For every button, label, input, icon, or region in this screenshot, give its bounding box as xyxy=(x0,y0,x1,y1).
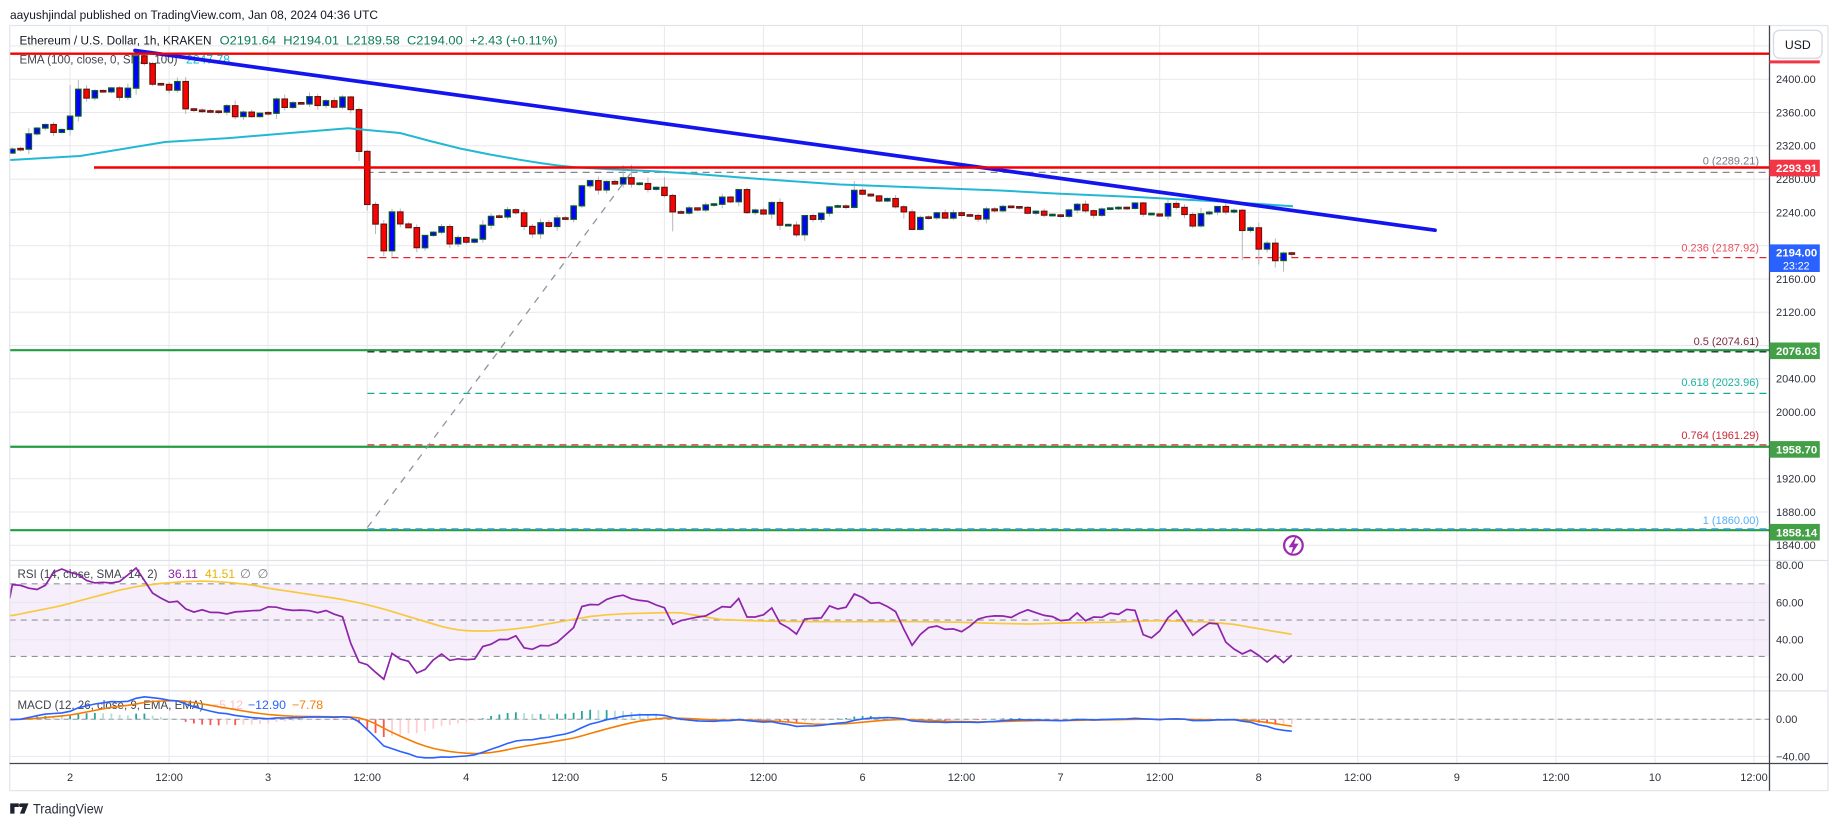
svg-text:1880.00: 1880.00 xyxy=(1776,507,1816,519)
svg-text:12:00: 12:00 xyxy=(155,772,183,784)
svg-text:2194.00: 2194.00 xyxy=(1776,248,1817,260)
svg-text:1858.14: 1858.14 xyxy=(1776,527,1818,539)
svg-text:2000.00: 2000.00 xyxy=(1776,407,1816,419)
svg-text:−5.12: −5.12 xyxy=(212,698,243,712)
svg-text:−12.90: −12.90 xyxy=(248,698,286,712)
svg-text:−7.78: −7.78 xyxy=(292,698,323,712)
svg-text:12:00: 12:00 xyxy=(1344,772,1372,784)
svg-text:RSI (14, close, SMA, 14, 2): RSI (14, close, SMA, 14, 2) xyxy=(18,567,158,581)
svg-text:12:00: 12:00 xyxy=(1542,772,1570,784)
svg-text:20.00: 20.00 xyxy=(1776,672,1804,684)
svg-text:0.5 (2074.61): 0.5 (2074.61) xyxy=(1694,336,1759,348)
svg-text:2120.00: 2120.00 xyxy=(1776,307,1816,319)
svg-text:0.618 (2023.96): 0.618 (2023.96) xyxy=(1681,377,1759,389)
svg-text:0.764 (1961.29): 0.764 (1961.29) xyxy=(1681,430,1759,442)
svg-text:12:00: 12:00 xyxy=(552,772,580,784)
svg-text:2: 2 xyxy=(67,772,73,784)
svg-text:2360.00: 2360.00 xyxy=(1776,107,1816,119)
svg-text:1958.70: 1958.70 xyxy=(1776,445,1817,457)
svg-text:12:00: 12:00 xyxy=(353,772,381,784)
svg-text:40.00: 40.00 xyxy=(1776,635,1804,647)
svg-text:23:22: 23:22 xyxy=(1783,260,1810,272)
svg-text:5: 5 xyxy=(661,772,667,784)
svg-text:2293.91: 2293.91 xyxy=(1776,163,1818,175)
svg-text:0 (2289.21): 0 (2289.21) xyxy=(1703,155,1759,167)
svg-text:2240.00: 2240.00 xyxy=(1776,207,1816,219)
svg-text:7: 7 xyxy=(1058,772,1064,784)
svg-text:1840.00: 1840.00 xyxy=(1776,540,1816,552)
svg-text:−40.00: −40.00 xyxy=(1776,751,1810,763)
svg-text:2280.00: 2280.00 xyxy=(1776,174,1816,186)
svg-text:36.11: 36.11 xyxy=(168,567,198,581)
svg-text:80.00: 80.00 xyxy=(1776,560,1804,572)
svg-text:aayushjindal published on Trad: aayushjindal published on TradingView.co… xyxy=(10,8,378,22)
svg-text:∅ ∅: ∅ ∅ xyxy=(240,567,268,581)
svg-text:4: 4 xyxy=(463,772,469,784)
svg-text:TradingView: TradingView xyxy=(33,801,104,817)
svg-text:1920.00: 1920.00 xyxy=(1776,474,1816,486)
svg-text:0.00: 0.00 xyxy=(1776,714,1797,726)
svg-text:12:00: 12:00 xyxy=(948,772,976,784)
svg-text:10: 10 xyxy=(1649,772,1661,784)
svg-text:USD: USD xyxy=(1785,38,1811,52)
svg-text:2400.00: 2400.00 xyxy=(1776,74,1816,86)
svg-text:41.51: 41.51 xyxy=(205,567,235,581)
svg-text:0.236 (2187.92): 0.236 (2187.92) xyxy=(1681,243,1759,255)
svg-text:3: 3 xyxy=(265,772,271,784)
svg-text:9: 9 xyxy=(1454,772,1460,784)
svg-text:8: 8 xyxy=(1256,772,1262,784)
svg-text:Ethereum / U.S. Dollar, 1h, KR: Ethereum / U.S. Dollar, 1h, KRAKEN xyxy=(20,34,212,48)
svg-text:12:00: 12:00 xyxy=(750,772,778,784)
svg-text:12:00: 12:00 xyxy=(1146,772,1174,784)
svg-text:60.00: 60.00 xyxy=(1776,597,1804,609)
svg-text:1 (1860.00): 1 (1860.00) xyxy=(1703,515,1759,527)
svg-text:2160.00: 2160.00 xyxy=(1776,274,1816,286)
svg-text:2076.03: 2076.03 xyxy=(1776,346,1817,358)
svg-text:2040.00: 2040.00 xyxy=(1776,374,1816,386)
svg-text:O2191.64 H2194.01 L2189.58: O2191.64 H2194.01 L2189.58 C2194.00 +2.4… xyxy=(220,34,558,48)
svg-text:2320.00: 2320.00 xyxy=(1776,141,1816,153)
svg-text:6: 6 xyxy=(859,772,865,784)
svg-text:12:00: 12:00 xyxy=(1740,772,1768,784)
